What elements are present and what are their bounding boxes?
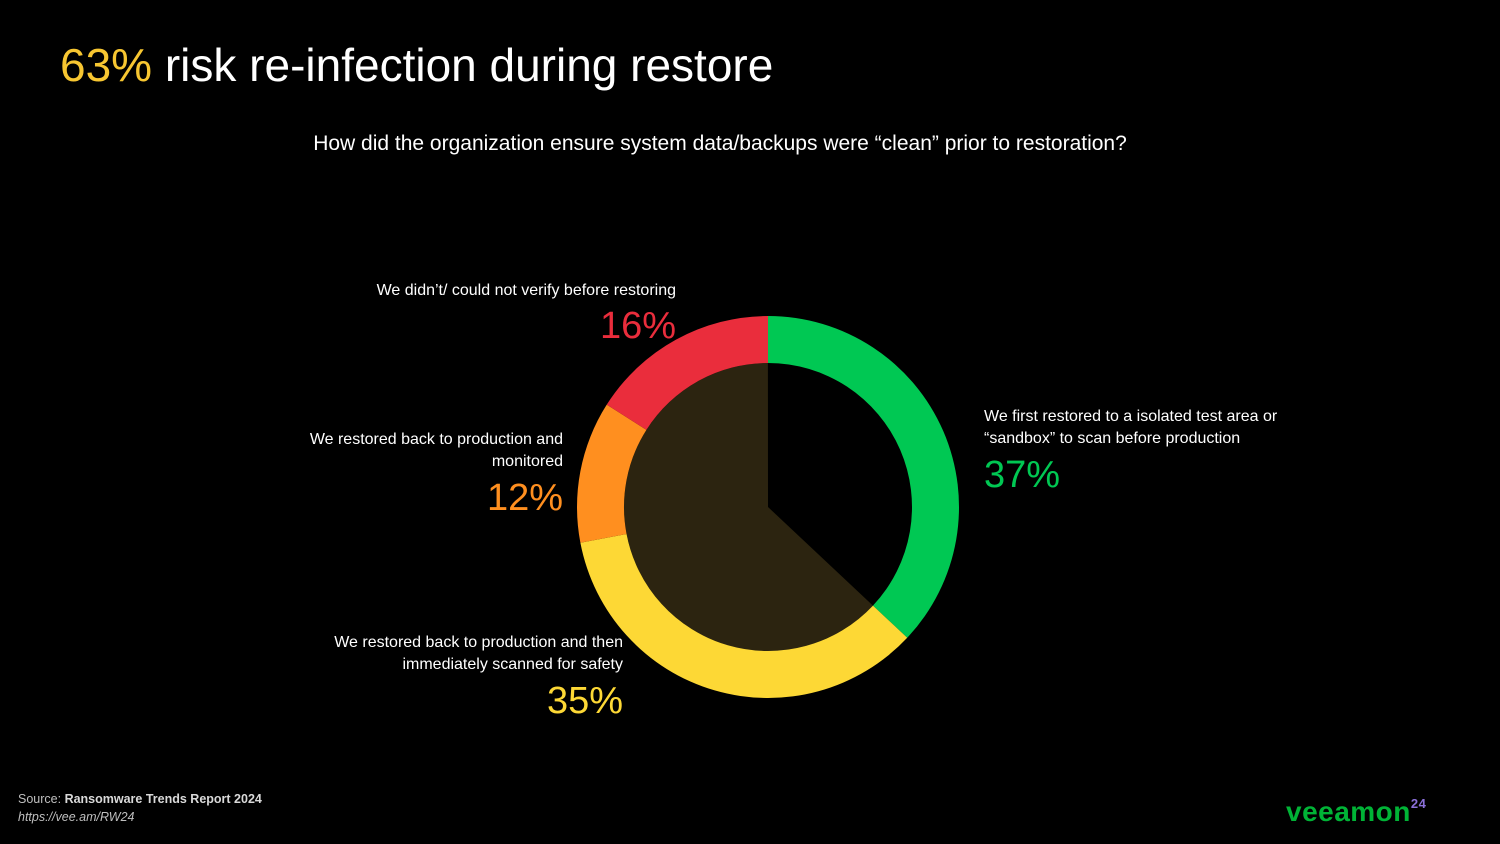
donut-slice-0 <box>768 316 959 638</box>
slice-label-scanned-line1: We restored back to production and then <box>334 634 623 651</box>
slice-label-monitored-line2: monitored <box>491 453 563 470</box>
slice-value-unverified: 16% <box>599 305 676 347</box>
title-highlight: 63% <box>60 39 153 91</box>
donut-slice-3 <box>606 316 768 430</box>
slice-value-monitored: 12% <box>486 477 563 519</box>
veeamon-logo: veeamon24 <box>1286 796 1426 828</box>
donut-slice-2 <box>576 404 647 543</box>
chart-subtitle: How did the organization ensure system d… <box>313 132 1127 155</box>
slice-label-unverified: We didn’t/ could not verify before resto… <box>377 280 676 302</box>
slice-label-unverified-line1: We didn’t/ could not verify before resto… <box>376 282 676 299</box>
slice-label-monitored: We restored back to production and monit… <box>310 429 563 473</box>
slice-label-sandbox: We first restored to a isolated test are… <box>984 406 1277 450</box>
slice-value-scanned: 35% <box>546 680 623 722</box>
title-text: risk re-infection during restore <box>152 39 774 91</box>
slice-label-scanned: We restored back to production and then … <box>334 632 623 676</box>
risk-share-wedge <box>624 363 873 651</box>
source-prefix: Source: <box>18 792 65 806</box>
page-title: 63% risk re-infection during restore <box>60 38 773 92</box>
slice-value-sandbox: 37% <box>984 454 1061 496</box>
slice-label-sandbox-line2: “sandbox” to scan before production <box>984 430 1241 447</box>
source-name: Ransomware Trends Report 2024 <box>64 792 262 806</box>
slice-label-sandbox-line1: We first restored to a isolated test are… <box>984 408 1278 425</box>
slice-label-monitored-line1: We restored back to production and <box>309 431 563 448</box>
donut-slice-1 <box>580 533 908 699</box>
source-url: https://vee.am/RW24 <box>18 810 135 824</box>
source-note: Source: Ransomware Trends Report 2024 ht… <box>18 790 262 826</box>
logo-text: veeamon <box>1286 796 1411 827</box>
slice-label-scanned-line2: immediately scanned for safety <box>402 656 623 673</box>
logo-year: 24 <box>1410 796 1427 811</box>
